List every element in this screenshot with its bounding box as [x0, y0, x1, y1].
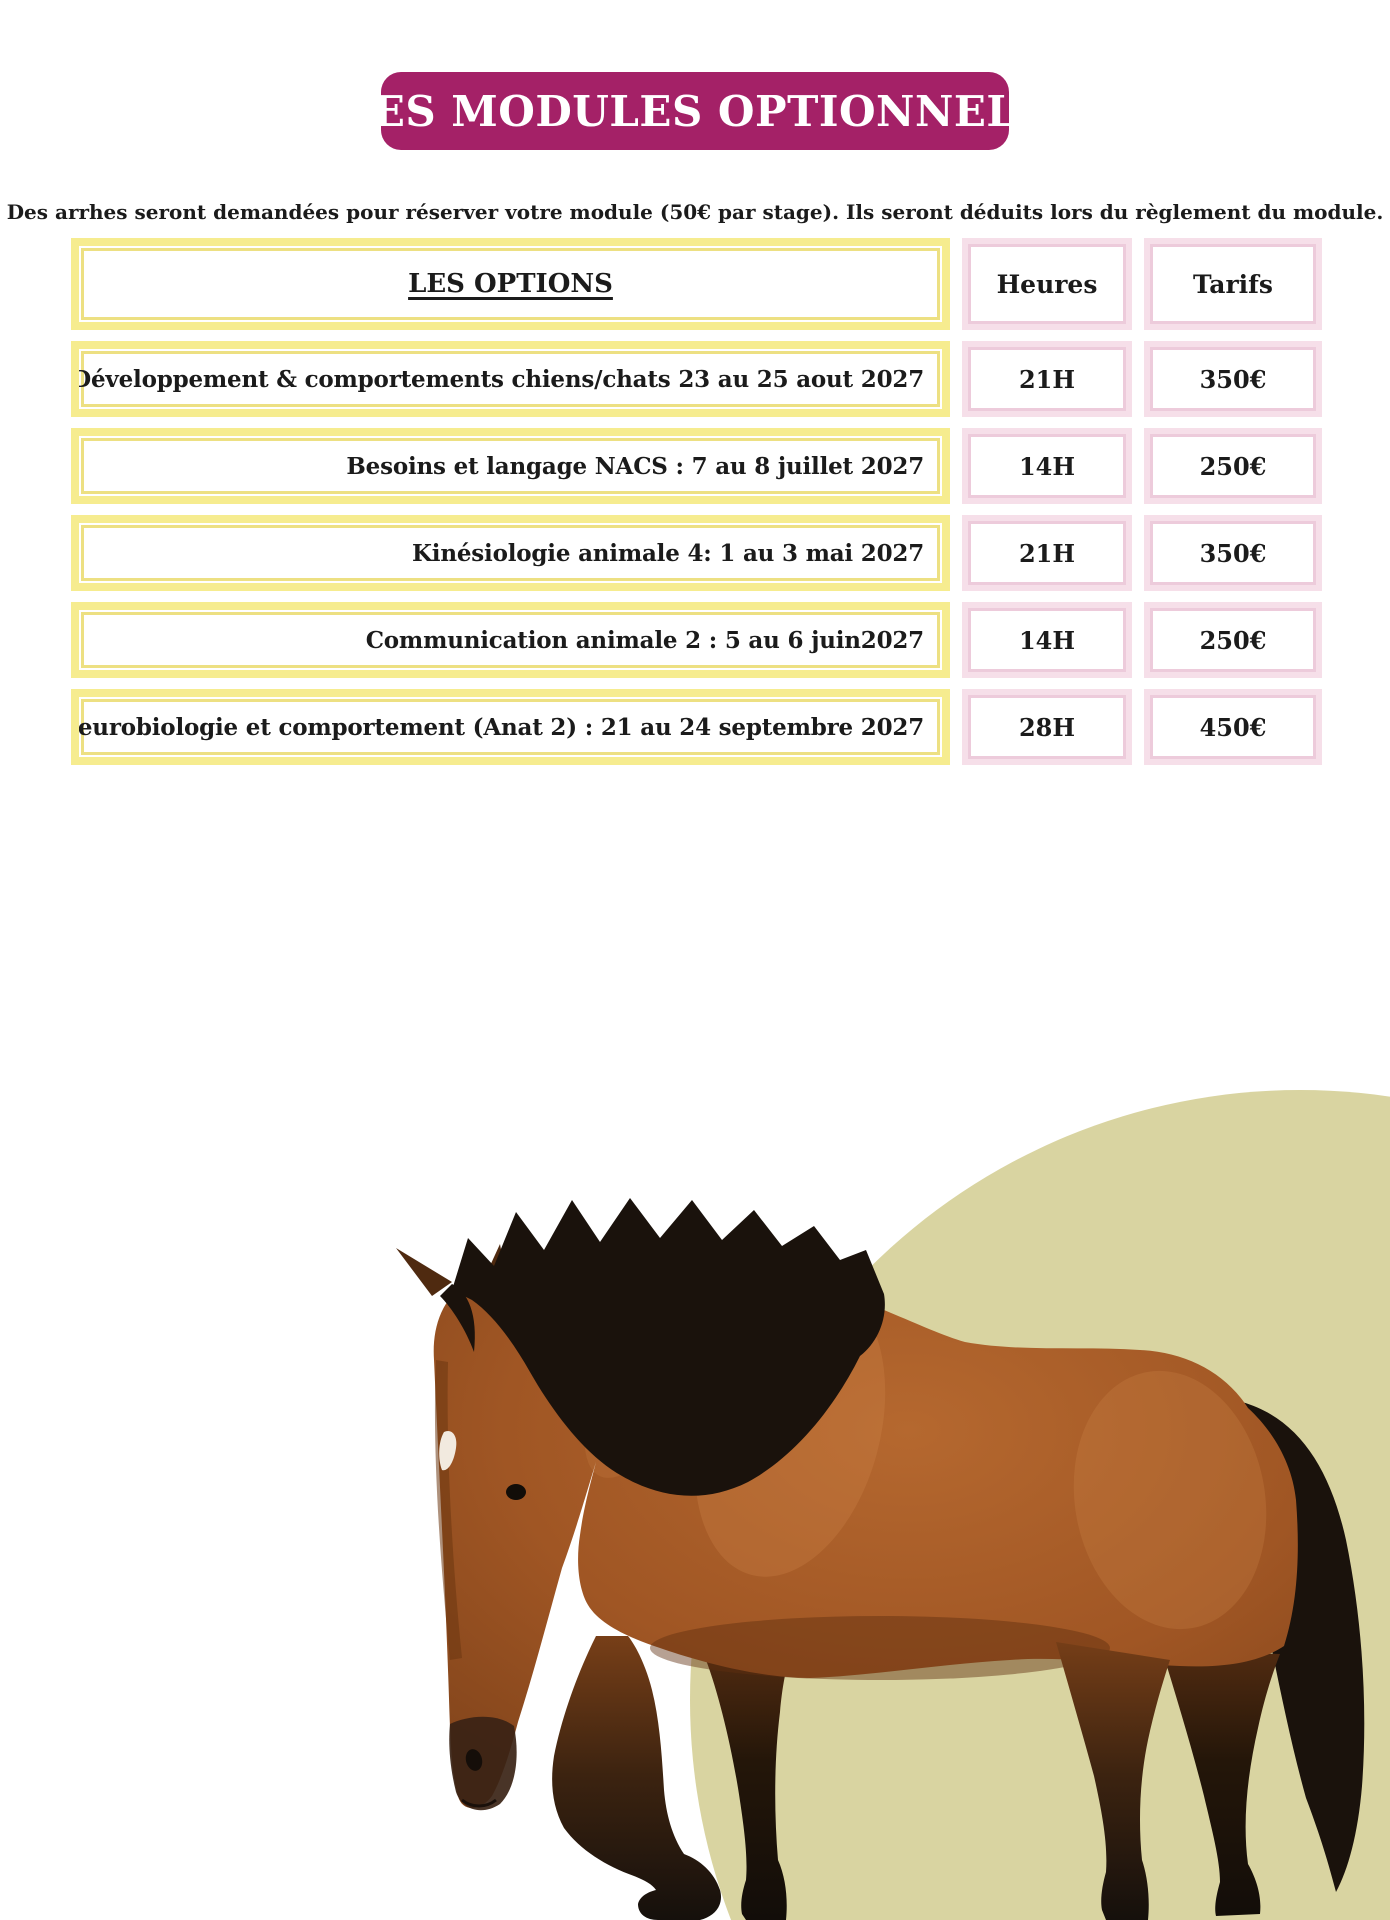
- table-row-option: Besoins et langage NACS : 7 au 8 juillet…: [71, 428, 950, 504]
- title-banner: LES MODULES OPTIONNELS: [343, 72, 1047, 150]
- table-row-tarif: 450€: [1144, 689, 1322, 765]
- header-options-label: LES OPTIONS: [408, 269, 613, 299]
- page-title: LES MODULES OPTIONNELS: [342, 86, 1048, 136]
- horse-tail: [1202, 1402, 1365, 1892]
- table-row-tarif: 250€: [1144, 602, 1322, 678]
- horse-eye: [506, 1484, 526, 1500]
- table-row-option: Communication animale 2 : 5 au 6 juin202…: [71, 602, 950, 678]
- table-row-tarif: 350€: [1144, 341, 1322, 417]
- horse-star: [439, 1430, 457, 1471]
- table-row-heures: 28H: [962, 689, 1132, 765]
- options-table: LES OPTIONS Heures Tarifs Développement …: [71, 238, 1322, 765]
- table-row-heures: 14H: [962, 428, 1132, 504]
- table-row-heures: 21H: [962, 515, 1132, 591]
- header-heures: Heures: [962, 238, 1132, 330]
- table-row-tarif: 350€: [1144, 515, 1322, 591]
- table-row-option: Kinésiologie animale 4: 1 au 3 mai 2027: [71, 515, 950, 591]
- table-row-heures: 21H: [962, 341, 1132, 417]
- horse-ears: [396, 1248, 452, 1296]
- header-tarifs: Tarifs: [1144, 238, 1322, 330]
- horse-muzzle: [449, 1716, 517, 1811]
- table-row-option: Neurobiologie et comportement (Anat 2) :…: [71, 689, 950, 765]
- table-row-heures: 14H: [962, 602, 1132, 678]
- table-row-option: Développement & comportements chiens/cha…: [71, 341, 950, 417]
- deposit-note: Des arrhes seront demandées pour réserve…: [6, 200, 1384, 224]
- header-options: LES OPTIONS: [71, 238, 950, 330]
- table-row-tarif: 250€: [1144, 428, 1322, 504]
- horse-mane: [452, 1198, 885, 1496]
